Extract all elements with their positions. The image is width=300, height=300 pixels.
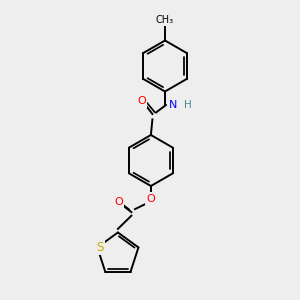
Text: S: S (96, 241, 103, 254)
Text: O: O (146, 194, 155, 204)
Text: O: O (114, 196, 123, 207)
Text: H: H (184, 100, 192, 110)
Text: CH₃: CH₃ (156, 15, 174, 25)
Text: O: O (137, 96, 146, 106)
Text: N: N (169, 100, 178, 110)
